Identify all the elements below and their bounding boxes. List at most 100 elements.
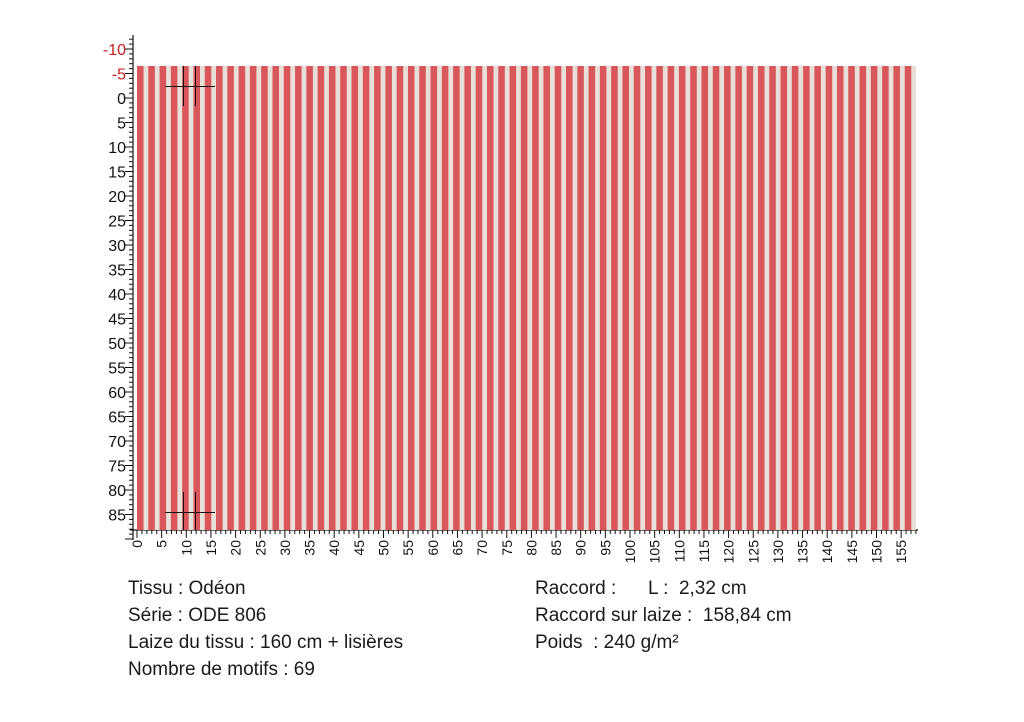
stripe [588,66,596,530]
ruler-label-h: 105 [647,540,663,564]
stripe [419,66,426,530]
stripe [475,66,483,530]
ruler-label-h: 20 [228,540,244,556]
stripe [814,66,821,530]
stripe [328,66,336,530]
stripe [848,66,855,530]
stripe [769,66,776,530]
ruler-label-h: 95 [597,540,613,556]
ruler-label-h: 130 [770,540,786,564]
stripe [340,66,347,530]
ruler-label-v: 45 [108,312,126,329]
fabric-info-left: Tissu : Odéon Série : ODE 806 Laize du t… [128,575,403,683]
ruler-label-v: 10 [108,140,126,157]
stripe [374,66,381,530]
ruler-label-h: 125 [745,540,761,564]
ruler-label-h: 115 [696,540,712,563]
ruler-label-h: 35 [302,540,318,556]
laize-label: Laize du tissu : 160 cm + lisières [128,632,404,653]
ruler-label-h: 150 [869,540,885,564]
stripe [216,66,223,530]
poids-label: Poids : 240 g/m² [535,632,679,653]
stripe [882,66,889,530]
ruler-label-h: 135 [795,540,811,564]
stripe [385,66,392,530]
stripe [486,66,494,530]
stripe [870,66,878,530]
ruler-label-v: 60 [108,385,126,402]
stripe [667,66,675,530]
ruler-label-h: 85 [548,540,564,556]
ruler-label-h: 140 [819,540,835,564]
stripe-pattern [137,66,912,530]
ruler-label-v: -10 [103,42,126,59]
ruler-label-h: 65 [449,540,465,556]
stripe [757,66,765,530]
ruler-label-h: 100 [622,540,638,564]
ruler-label-h: 155 [893,540,909,564]
stripe [622,66,630,530]
stripe [599,66,607,530]
ruler-label-v: 50 [108,336,126,353]
ruler-label-h: 145 [844,540,860,564]
stripe [554,66,562,530]
ruler-label-v: -5 [112,67,126,84]
ruler-label-h: 75 [499,540,515,556]
stripe [780,66,788,530]
ruler-label-v: 75 [108,459,126,476]
serie-label: Série : ODE 806 [128,605,267,626]
stripe [317,66,325,530]
stripe [645,66,652,530]
stripe [577,66,584,530]
ruler-label-v: 5 [117,116,126,133]
stripe [430,66,438,530]
stripe [193,66,200,530]
stripe [701,66,709,530]
raccord-laize-label: Raccord sur laize : 158,84 cm [535,605,792,626]
ruler-label-h: 120 [721,540,737,564]
horizontal-ruler: 0 5 10 15 20 25 30 35 40 45 50 55 60 65 70 75 80 85 90 95 10… [129,529,918,564]
ruler-label-v: 40 [108,287,126,304]
ruler-label-v: 0 [117,91,126,108]
stripe [746,66,754,530]
stripe [520,66,528,530]
stripe [272,66,280,530]
stripe [453,66,460,530]
stripe [724,66,731,530]
stripe [791,66,799,530]
ruler-label-h: 80 [523,540,539,556]
stripe [735,66,742,530]
ruler-label-v: 35 [108,263,126,280]
stripe [633,66,641,530]
stripe [498,66,505,530]
stripe [249,66,257,530]
stripe [543,66,550,530]
ruler-label-v: 55 [108,361,126,378]
ruler-label-h: 90 [573,540,589,556]
stripe [690,66,697,530]
stripe [441,66,449,530]
ruler-label-v: 80 [108,483,126,500]
stripe [464,66,471,530]
stripe [509,66,517,530]
stripe [566,66,573,530]
stripe [306,66,313,530]
raccord-label: Raccord : L : 2,32 cm [535,578,747,599]
stripe [396,66,404,530]
motifs-label: Nombre de motifs : 69 [128,659,315,680]
fabric-swatch [137,66,916,530]
ruler-label-v: 15 [108,165,126,182]
stripe [238,66,246,530]
stripe [295,66,302,530]
stripe [170,66,178,530]
ruler-label-v: 85 [108,508,126,525]
stripe [825,66,833,530]
stripe [227,66,234,530]
stripe [904,66,912,530]
ruler-label-h: 55 [400,540,416,556]
ruler-label-h: 110 [671,540,687,563]
ruler-label-h: 30 [277,540,293,556]
ruler-label-h: 10 [178,540,194,556]
stripe [678,66,686,530]
ruler-label-v: 70 [108,434,126,451]
